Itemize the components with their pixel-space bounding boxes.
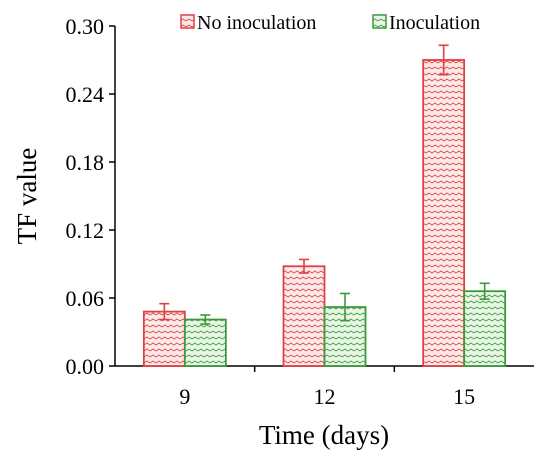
legend-item-no-inoculation: No inoculation (180, 12, 316, 34)
bar-inoculation (463, 290, 507, 367)
y-tick-label: 0.24 (66, 82, 105, 107)
y-axis-title: TF value (12, 148, 42, 245)
y-tick-label: 0.00 (66, 354, 105, 379)
legend-label-no-inoculation: No inoculation (197, 12, 316, 34)
bar-inoculation (183, 318, 227, 367)
y-tick-label: 0.18 (66, 150, 105, 175)
bar-no-inoculation (422, 59, 466, 367)
bars (142, 44, 507, 367)
y-tick-label: 0.12 (66, 218, 105, 243)
x-axis-title: Time (days) (259, 420, 389, 450)
y-tick-label: 0.30 (66, 14, 105, 39)
bar-no-inoculation (282, 265, 326, 367)
x-tick-label: 12 (314, 384, 336, 409)
legend-item-inoculation: Inoculation (372, 12, 480, 34)
y-tick-label: 0.06 (66, 286, 105, 311)
y-ticks: 0.00 0.06 0.12 0.18 0.24 0.30 (66, 14, 115, 379)
x-tick-label: 9 (179, 384, 190, 409)
legend-swatch-no-inoculation (180, 14, 195, 29)
legend-label-inoculation: Inoculation (389, 12, 480, 34)
legend: No inoculation Inoculation (180, 12, 480, 34)
x-tick-label: 15 (453, 384, 475, 409)
x-ticks: 9 12 15 (179, 366, 475, 409)
legend-swatch-inoculation (372, 14, 387, 29)
